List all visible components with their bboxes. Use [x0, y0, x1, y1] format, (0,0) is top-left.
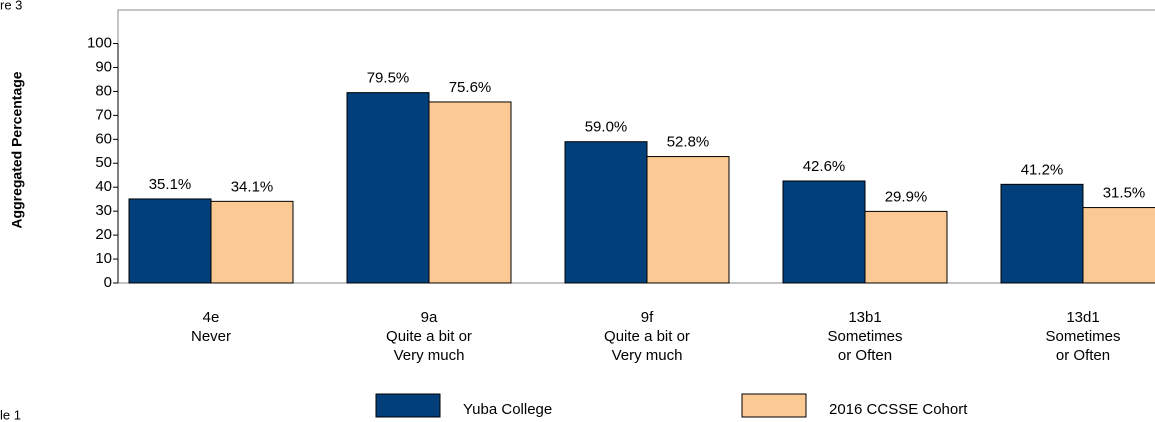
x-tick-line: or Often	[838, 347, 892, 364]
value-label: 79.5%	[367, 70, 410, 87]
y-tick-label: 100	[87, 34, 112, 51]
x-tick-line: Sometimes	[827, 328, 902, 345]
legend-label: Yuba College	[463, 401, 552, 418]
legend-label: 2016 CCSSE Cohort	[829, 401, 968, 418]
bar	[864, 210, 948, 284]
y-tick-label: 60	[95, 130, 112, 147]
x-tick-line: 9f	[641, 309, 654, 326]
y-axis-label: Aggregated Percentage	[9, 71, 25, 228]
y-tick-label: 40	[95, 178, 112, 195]
bar	[128, 198, 212, 284]
x-tick-line: 13d1	[1066, 309, 1099, 326]
annotation: re 3	[0, 0, 22, 12]
value-label: 75.6%	[449, 79, 492, 96]
value-label: 29.9%	[885, 188, 928, 205]
y-tick-label: 80	[95, 82, 112, 99]
y-tick-label: 90	[95, 58, 112, 75]
value-label: 59.0%	[585, 119, 628, 136]
x-tick-label: 13d1 Sometimes or Often	[1045, 309, 1120, 364]
bar	[564, 141, 648, 284]
x-tick-line: Very much	[612, 347, 683, 364]
bar	[210, 200, 294, 284]
y-tick-label: 10	[95, 250, 112, 267]
x-tick-line: or Often	[1056, 347, 1110, 364]
x-tick-label: 9a Quite a bit or Very much	[386, 309, 472, 364]
annotation: le 1	[0, 407, 21, 422]
value-label: 35.1%	[149, 176, 192, 193]
legend-swatch	[741, 393, 807, 418]
bar	[346, 92, 430, 284]
x-tick-line: 13b1	[848, 309, 881, 326]
value-label: 34.1%	[231, 178, 274, 195]
x-tick-line: Very much	[394, 347, 465, 364]
bar	[1082, 207, 1155, 284]
y-tick-label: 0	[104, 274, 112, 291]
x-tick-label: 4e Never	[191, 309, 231, 345]
y-tick-label: 50	[95, 154, 112, 171]
value-label: 41.2%	[1021, 161, 1064, 178]
y-tick-label: 30	[95, 202, 112, 219]
bar	[646, 156, 730, 284]
value-label: 52.8%	[667, 134, 710, 151]
legend-swatch	[375, 393, 441, 418]
x-tick-line: 9a	[421, 309, 438, 326]
y-tick-label: 70	[95, 106, 112, 123]
x-tick-label: 9f Quite a bit or Very much	[604, 309, 690, 364]
x-tick-line: Quite a bit or	[386, 328, 472, 345]
bar	[428, 101, 512, 284]
x-tick-label: 13b1 Sometimes or Often	[827, 309, 902, 364]
value-label: 31.5%	[1103, 185, 1146, 202]
y-tick-label: 20	[95, 226, 112, 243]
x-tick-line: 4e	[203, 309, 220, 326]
bar	[1000, 183, 1084, 284]
x-tick-line: Quite a bit or	[604, 328, 690, 345]
x-tick-line: Never	[191, 328, 231, 345]
value-label: 42.6%	[803, 158, 846, 175]
x-tick-line: Sometimes	[1045, 328, 1120, 345]
bar	[782, 180, 866, 284]
